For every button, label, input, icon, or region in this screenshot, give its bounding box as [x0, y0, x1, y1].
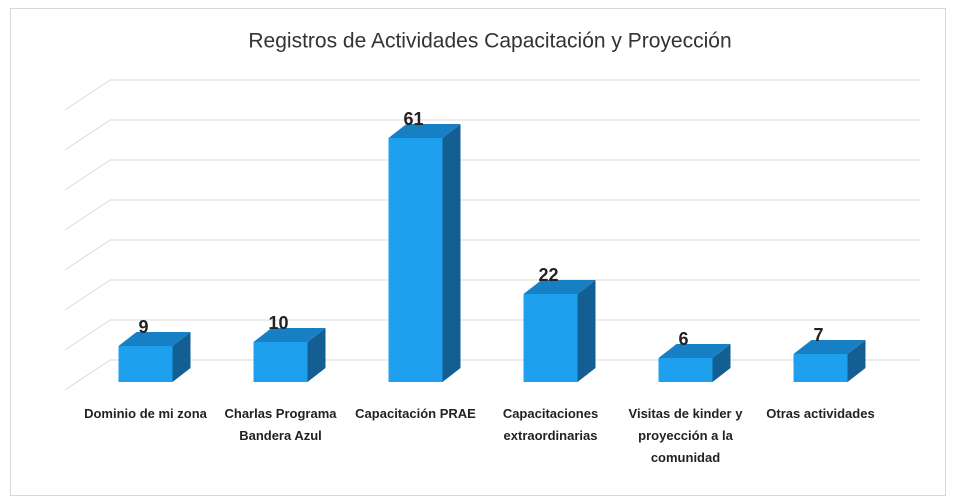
bar-top [658, 344, 731, 358]
value-label: 10 [268, 313, 288, 333]
bar [523, 294, 578, 382]
grid-line [64, 239, 111, 271]
bar-side [577, 280, 596, 382]
chart-title: Registros de Actividades Capacitación y … [248, 30, 731, 53]
x-tick-label: Dominio de mi zona [84, 406, 207, 421]
x-tick-label: Capacitaciones extraordinarias [502, 406, 599, 443]
bar-top [793, 340, 866, 354]
bar [388, 138, 443, 382]
bar-side [712, 344, 731, 382]
grid-line [64, 159, 111, 191]
value-label: 61 [403, 109, 423, 129]
bar-side [172, 332, 191, 382]
bar-top [388, 124, 461, 138]
value-label: 9 [138, 317, 148, 337]
bar-side [442, 124, 461, 382]
bar [118, 346, 173, 382]
x-tick-label: Capacitación PRAE [355, 406, 476, 421]
value-label: 22 [538, 265, 558, 285]
grid-line [64, 279, 111, 311]
bar-top [523, 280, 596, 294]
chart-frame [10, 8, 946, 496]
grid-line [64, 79, 111, 111]
grid-line [64, 319, 111, 351]
value-label: 6 [678, 329, 688, 349]
grid-line [64, 359, 111, 391]
x-tick-label: Visitas de kinder y proyección a la comu… [628, 406, 743, 465]
x-tick-label: Otras actividades [766, 406, 875, 421]
bar-top [253, 328, 326, 342]
grid-line [64, 119, 111, 151]
bar [253, 342, 308, 382]
grid-line [64, 199, 111, 231]
bar-side [307, 328, 326, 382]
x-tick-label: Charlas Programa Bandera Azul [224, 406, 337, 443]
bar-top [118, 332, 191, 346]
bar [658, 358, 713, 382]
bar [793, 354, 848, 382]
value-label: 7 [813, 325, 823, 345]
